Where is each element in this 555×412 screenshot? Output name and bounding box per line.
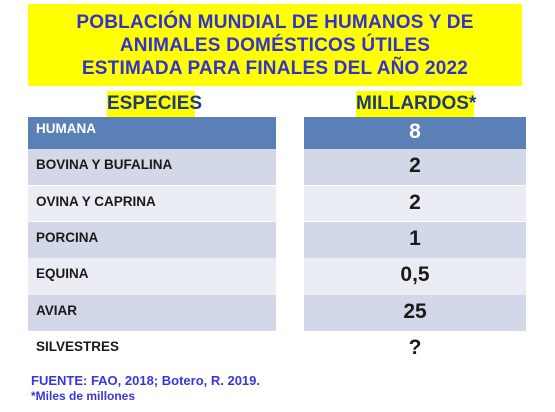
value-label: 2: [409, 191, 421, 214]
value-label: 25: [403, 300, 427, 323]
species-label: SILVESTRES: [36, 339, 120, 354]
species-label: HUMANA: [36, 121, 96, 136]
value-cell: 1: [304, 222, 526, 258]
title-line-2: ANIMALES DOMÉSTICOS ÚTILES: [119, 34, 431, 56]
species-cell: OVINA Y CAPRINA: [28, 186, 276, 221]
value-cell: 8: [304, 117, 526, 149]
species-cell: AVIAR: [28, 295, 276, 331]
title-banner: POBLACIÓN MUNDIAL DE HUMANOS Y DE ANIMAL…: [28, 4, 522, 86]
species-label: BOVINA Y BUFALINA: [36, 157, 173, 172]
species-cell: SILVESTRES: [28, 331, 276, 367]
value-label: ?: [408, 336, 422, 359]
value-cell: 0,5: [304, 258, 526, 295]
species-label: EQUINA: [36, 266, 89, 281]
value-label: 1: [409, 227, 421, 250]
species-label: OVINA Y CAPRINA: [36, 194, 156, 209]
species-cell: EQUINA: [28, 258, 276, 295]
title-line-3: ESTIMADA PARA FINALES DEL AÑO 2022: [81, 57, 469, 79]
species-cell: BOVINA Y BUFALINA: [28, 149, 276, 185]
column-header-species: ESPECIES: [107, 91, 202, 117]
value-cell: 2: [304, 149, 526, 185]
value-label: 2: [409, 154, 421, 177]
value-cell: 25: [304, 295, 526, 331]
species-cell: PORCINA: [28, 222, 276, 258]
value-cell: 2: [304, 186, 526, 221]
species-label: PORCINA: [36, 230, 99, 245]
footnote: *Miles de millones: [31, 389, 136, 403]
title-line-1: POBLACIÓN MUNDIAL DE HUMANOS Y DE: [76, 11, 474, 33]
source-note: FUENTE: FAO, 2018; Botero, R. 2019.: [31, 373, 261, 388]
species-cell: HUMANA: [28, 117, 276, 149]
value-label: 8: [409, 120, 421, 143]
value-label: 0,5: [400, 263, 430, 286]
value-cell: ?: [304, 331, 526, 367]
species-label: AVIAR: [36, 303, 78, 318]
column-header-billions: MILLARDOS*: [356, 91, 476, 117]
